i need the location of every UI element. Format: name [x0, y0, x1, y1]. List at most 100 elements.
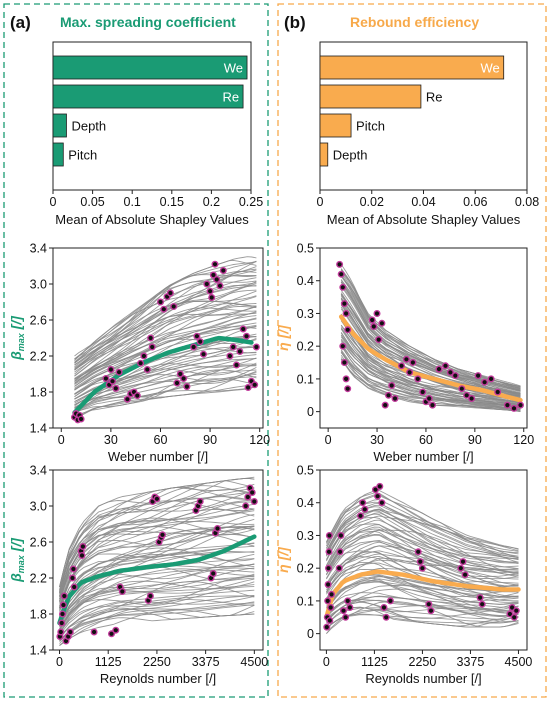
data-point [118, 588, 126, 596]
x-axis-label: Weber number [/] [373, 449, 473, 464]
b-bar-group: We Re Pitch Depth 0 0.02 0.04 0.06 0.08 Mean of A… [317, 41, 539, 227]
bar-label-depth: Depth [71, 119, 106, 134]
data-point [463, 391, 471, 399]
trace-line [59, 496, 255, 596]
x-tick-label: 0 [317, 195, 324, 209]
y-axis-label: η [/] [275, 324, 291, 351]
bar-pitch [52, 142, 64, 167]
data-point [148, 343, 156, 351]
x-tick-label: 1125 [95, 655, 122, 669]
data-point [340, 359, 348, 367]
trace-line [74, 306, 257, 381]
data-point [376, 482, 384, 490]
trace-line [340, 273, 521, 390]
a-reynolds-frame [52, 469, 264, 651]
x-axis-label: Mean of Absolute Shapley Values [327, 212, 521, 227]
trace-line [326, 577, 519, 603]
x-axis-label: Reynolds number [/] [365, 671, 481, 686]
trace-line [326, 598, 519, 616]
data-point [336, 260, 344, 268]
y-tick-label: 1.4 [30, 422, 47, 436]
bar-re [319, 84, 422, 109]
trace-line [59, 553, 255, 625]
data-point [244, 384, 252, 392]
data-point [342, 310, 350, 318]
trace-line [340, 332, 521, 405]
data-point [425, 395, 433, 403]
trace-line [340, 336, 521, 406]
x-tick-label: 0 [58, 433, 65, 447]
data-point [176, 370, 184, 378]
trace-line [59, 526, 255, 609]
data-point [112, 384, 120, 392]
y-axis-symbol: β [8, 351, 24, 361]
x-tick-label: 3375 [457, 655, 485, 669]
trace-line [325, 512, 519, 568]
trace-line [326, 588, 519, 623]
trace-line [59, 489, 255, 593]
data-point [388, 382, 396, 390]
x-tick-label: 4500 [240, 655, 268, 669]
y-tick-label: 0.4 [297, 496, 314, 510]
bar-label-pitch: Pitch [68, 148, 97, 163]
trace-line [59, 595, 255, 638]
trace-line [74, 372, 257, 413]
data-point [328, 590, 336, 598]
trace-line [340, 332, 521, 405]
bar-label-we: We [224, 61, 243, 76]
data-point [340, 300, 348, 308]
data-point [435, 365, 443, 373]
data-point [344, 385, 352, 393]
trace-line [340, 341, 521, 407]
trace-line [326, 601, 519, 627]
data-point [468, 395, 476, 403]
y-axis-symbol: η [275, 564, 291, 573]
data-point [418, 564, 426, 572]
bar-label-depth: Depth [333, 148, 368, 163]
x-tick-label: 2250 [143, 655, 171, 669]
trace-line [74, 284, 257, 370]
charts-layer: We Re Depth Pitch 0 0.05 0.1 0.15 0.2 0.25 Mean of… [8, 41, 539, 686]
y-axis-label: βmax [/] [8, 537, 26, 583]
data-point [474, 372, 482, 380]
data-point [323, 623, 331, 631]
data-point [380, 604, 388, 612]
trace-line [326, 540, 519, 576]
data-point [180, 375, 188, 383]
data-point [251, 381, 259, 389]
bar-we [52, 55, 248, 80]
bar-label-we: We [480, 61, 499, 76]
trace-line [326, 600, 519, 619]
data-point [346, 604, 354, 612]
data-point [166, 289, 174, 297]
data-point [378, 499, 386, 507]
panel-b-letter: (b) [284, 13, 306, 32]
data-point [326, 617, 334, 625]
x-tick-label: 0 [50, 195, 57, 209]
trace-line [59, 595, 255, 638]
data-point [107, 630, 115, 638]
data-point [242, 502, 250, 510]
trace-line [74, 315, 257, 385]
data-point [510, 404, 518, 412]
data-point [481, 378, 489, 386]
x-tick-label: 1125 [361, 655, 388, 669]
data-point [361, 505, 369, 513]
y-tick-label: 0 [307, 627, 314, 641]
trace-line [326, 595, 519, 623]
data-point [517, 401, 525, 409]
data-point [337, 270, 345, 278]
data-point [66, 628, 74, 636]
trace-line [59, 476, 255, 588]
trace-line [326, 607, 519, 626]
trace-line [59, 525, 255, 609]
data-point [339, 342, 347, 350]
trace-line [59, 520, 255, 607]
trace-line [59, 577, 255, 631]
b-weber-frame [319, 247, 528, 429]
data-point [160, 305, 168, 313]
trace-line [59, 611, 255, 646]
data-point [68, 574, 76, 582]
y-axis-symbol: β [8, 573, 24, 583]
data-point [59, 601, 67, 609]
